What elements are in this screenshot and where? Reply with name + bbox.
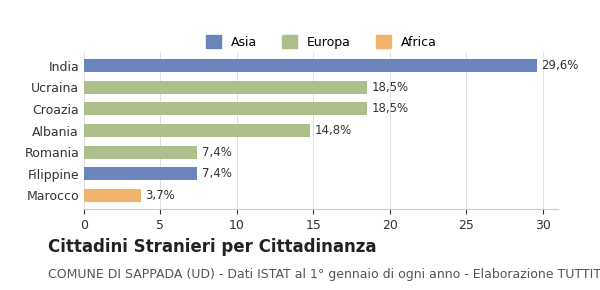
Bar: [84, 189, 140, 202]
Legend: Asia, Europa, Africa: Asia, Europa, Africa: [200, 30, 442, 54]
Text: 18,5%: 18,5%: [371, 81, 409, 94]
Text: 7,4%: 7,4%: [202, 167, 232, 180]
Text: COMUNE DI SAPPADA (UD) - Dati ISTAT al 1° gennaio di ogni anno - Elaborazione TU: COMUNE DI SAPPADA (UD) - Dati ISTAT al 1…: [48, 269, 600, 281]
Bar: [84, 102, 367, 115]
Bar: [84, 124, 310, 137]
Text: 18,5%: 18,5%: [371, 102, 409, 115]
Text: Cittadini Stranieri per Cittadinanza: Cittadini Stranieri per Cittadinanza: [48, 238, 377, 256]
Text: 7,4%: 7,4%: [202, 146, 232, 159]
Text: 3,7%: 3,7%: [145, 189, 175, 202]
Bar: [84, 81, 367, 94]
Bar: [84, 146, 197, 159]
Text: 29,6%: 29,6%: [541, 59, 578, 72]
Bar: [84, 167, 197, 180]
Bar: [84, 59, 536, 72]
Text: 14,8%: 14,8%: [315, 124, 352, 137]
